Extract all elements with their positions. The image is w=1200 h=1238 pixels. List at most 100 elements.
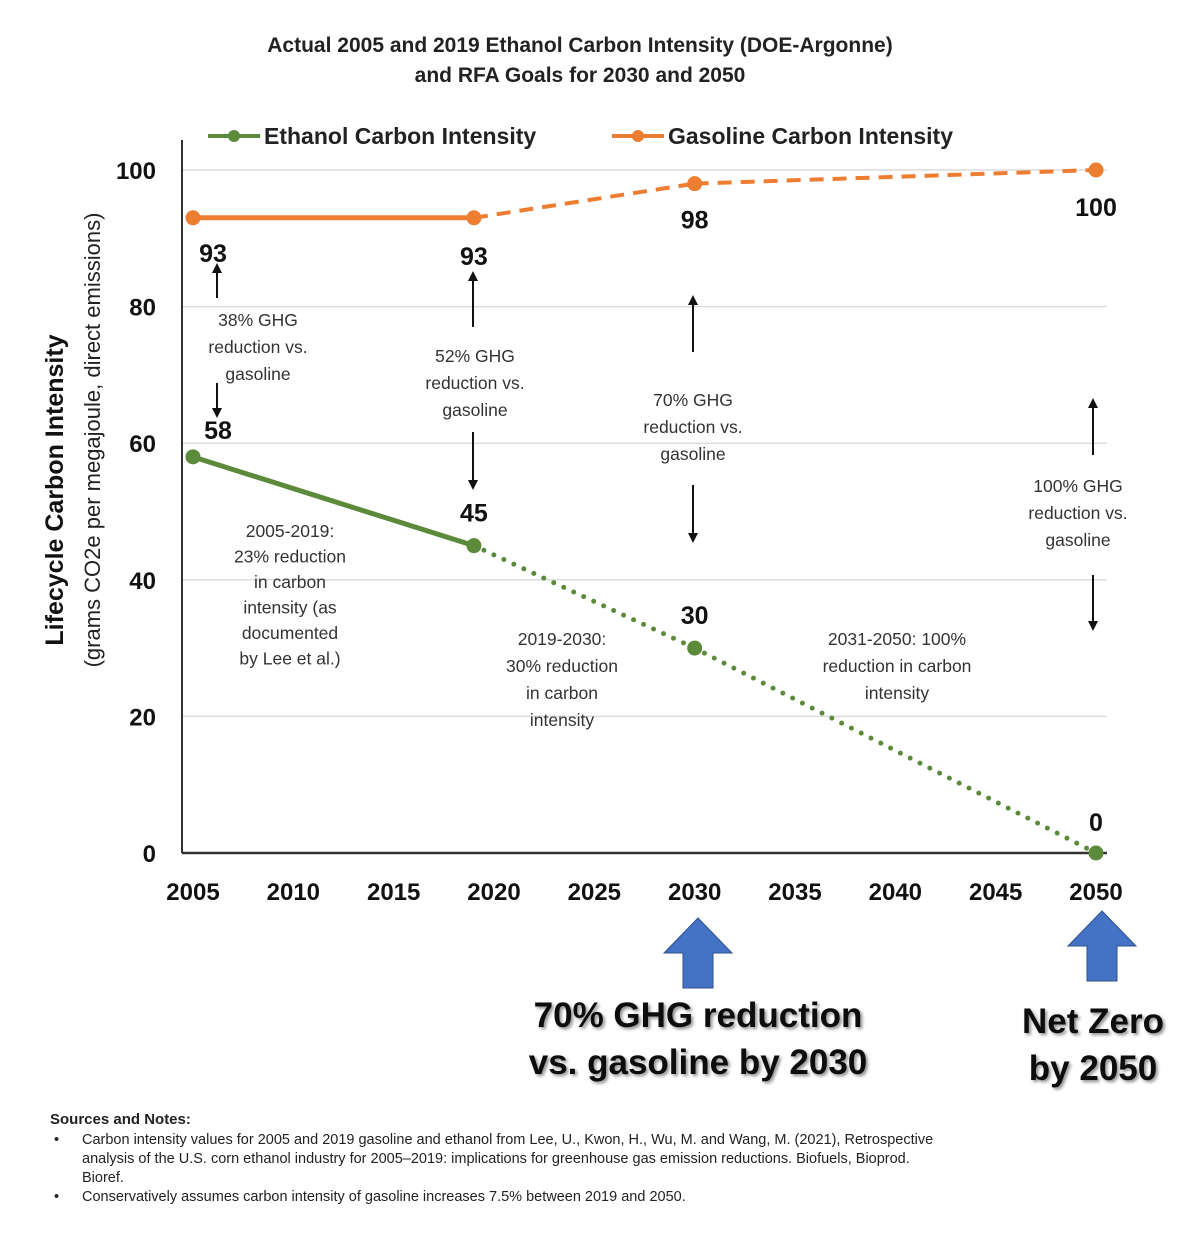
series-segment-projected <box>473 181 695 220</box>
up-arrow-icon <box>1066 910 1138 982</box>
annotation-text: intensity <box>530 710 594 730</box>
annotation-text: 2005-2019: <box>246 521 335 541</box>
data-labels: 58 45 30 0 93 93 98 100 <box>199 194 1117 837</box>
annotation: 2019-2030: 30% reduction in carbon intensit… <box>506 629 618 730</box>
annotation-text: gasoline <box>660 444 725 464</box>
chart: Actual 2005 and 2019 Ethanol Carbon Inte… <box>41 34 1164 1088</box>
callout-text: Net Zero <box>1022 1002 1164 1041</box>
data-point <box>466 538 482 554</box>
series-segment-projected <box>692 645 1099 856</box>
x-tick-label: 2050 <box>1069 879 1122 906</box>
data-point <box>185 210 201 226</box>
x-tick-label: 2035 <box>768 879 821 906</box>
data-point <box>687 640 703 656</box>
annotation-text: by Lee et al.) <box>239 649 340 669</box>
data-label: 98 <box>681 207 709 235</box>
data-label: 45 <box>460 500 488 528</box>
series-gasoline <box>185 162 1104 226</box>
source-item: Carbon intensity values for 2005 and 201… <box>54 1131 950 1188</box>
annotation: 38% GHG reduction vs. gasoline <box>208 263 308 418</box>
annotation-text: in carbon <box>254 572 326 592</box>
source-item: Conservatively assumes carbon intensity … <box>54 1188 950 1207</box>
annotation-text: 2031-2050: 100% <box>828 629 966 649</box>
annotation-text: in carbon <box>526 683 598 703</box>
annotation: 2005-2019: 23% reduction in carbon intensit… <box>234 521 346 669</box>
annotation-text: 2019-2030: <box>518 629 607 649</box>
data-point <box>466 210 482 226</box>
annotation-text: 52% GHG <box>435 346 515 366</box>
data-label: 58 <box>204 417 232 445</box>
annotation: 2031-2050: 100% reduction in carbon intens… <box>823 629 972 703</box>
annotation-text: reduction vs. <box>425 373 524 393</box>
annotation-text: 100% GHG <box>1033 476 1122 496</box>
data-label: 0 <box>1089 809 1103 837</box>
callout-text: vs. gasoline by 2030 <box>529 1043 868 1082</box>
annotation: 70% GHG reduction vs. gasoline <box>643 295 743 543</box>
data-point <box>185 449 201 465</box>
title-line: Actual 2005 and 2019 Ethanol Carbon Inte… <box>267 34 892 57</box>
chart-title: Actual 2005 and 2019 Ethanol Carbon Inte… <box>267 34 892 87</box>
annotation-text: documented <box>242 623 338 643</box>
y-axis-title-sub: (grams CO2e per megajoule, direct emissi… <box>80 213 105 668</box>
callouts: 70% GHG reduction vs. gasoline by 2030 Net… <box>529 910 1164 1088</box>
x-tick-label: 2010 <box>267 879 320 906</box>
series <box>185 162 1104 861</box>
sources-list: Carbon intensity values for 2005 and 201… <box>50 1131 950 1207</box>
y-tick-label: 100 <box>116 158 156 185</box>
legend: Ethanol Carbon Intensity Gasoline Carbon … <box>208 123 953 149</box>
legend-label: Ethanol Carbon Intensity <box>264 123 536 149</box>
annotation-text: 23% reduction <box>234 547 346 567</box>
x-tick-label: 2020 <box>467 879 520 906</box>
x-tick-label: 2015 <box>367 879 420 906</box>
callout: 70% GHG reduction vs. gasoline by 2030 <box>529 917 868 1082</box>
callout-text: 70% GHG reduction <box>534 996 863 1035</box>
sources-notes: Sources and Notes: Carbon intensity valu… <box>50 1110 950 1207</box>
y-tick-label: 20 <box>129 704 156 731</box>
annotation: 52% GHG reduction vs. gasoline <box>425 271 525 490</box>
legend-label: Gasoline Carbon Intensity <box>668 123 953 149</box>
y-axis-title-main: Lifecycle Carbon Intensity <box>41 334 69 645</box>
title-line: and RFA Goals for 2030 and 2050 <box>415 64 746 87</box>
data-point <box>1088 162 1104 178</box>
series-ethanol <box>185 449 1104 861</box>
data-label: 93 <box>199 240 227 268</box>
x-tick-label: 2030 <box>668 879 721 906</box>
sources-heading: Sources and Notes: <box>50 1111 191 1128</box>
y-tick-label: 60 <box>129 431 156 458</box>
y-axis-title: Lifecycle Carbon Intensity (grams CO2e pe… <box>41 213 105 668</box>
annotation-text: reduction vs. <box>208 337 307 357</box>
up-arrow-icon <box>662 917 734 989</box>
data-point <box>687 176 703 192</box>
annotation-text: reduction vs. <box>1028 503 1127 523</box>
annotation-text: 70% GHG <box>653 390 733 410</box>
y-tick-label: 80 <box>129 295 156 322</box>
annotation-text: gasoline <box>1045 530 1110 550</box>
annotations: 38% GHG reduction vs. gasoline 52% GHG reduc… <box>208 263 1128 730</box>
x-tick-label: 2005 <box>166 879 219 906</box>
legend-swatch-marker <box>228 130 240 142</box>
series-segment-projected <box>694 168 1097 186</box>
annotation-text: 30% reduction <box>506 656 618 676</box>
y-tick-label: 40 <box>129 568 156 595</box>
callout-text: by 2050 <box>1029 1049 1157 1088</box>
annotation-text: gasoline <box>225 364 290 384</box>
data-point <box>1088 845 1104 861</box>
annotation-text: intensity <box>865 683 929 703</box>
legend-item: Gasoline Carbon Intensity <box>612 123 953 149</box>
data-label: 100 <box>1075 194 1117 222</box>
annotation-text: reduction in carbon <box>823 656 972 676</box>
data-label: 93 <box>460 243 488 271</box>
data-label: 30 <box>681 602 709 630</box>
gridlines <box>182 169 1107 718</box>
x-tick-label: 2025 <box>568 879 621 906</box>
series-segment-projected <box>471 543 698 651</box>
x-tick-label: 2040 <box>869 879 922 906</box>
x-tick-label: 2045 <box>969 879 1022 906</box>
annotation: 100% GHG reduction vs. gasoline <box>1028 398 1128 631</box>
annotation-text: intensity (as <box>243 598 337 618</box>
series-segment-actual <box>192 454 475 549</box>
y-tick-label: 0 <box>143 841 156 868</box>
annotation-text: gasoline <box>442 400 507 420</box>
callout: Net Zero by 2050 <box>1022 910 1164 1088</box>
